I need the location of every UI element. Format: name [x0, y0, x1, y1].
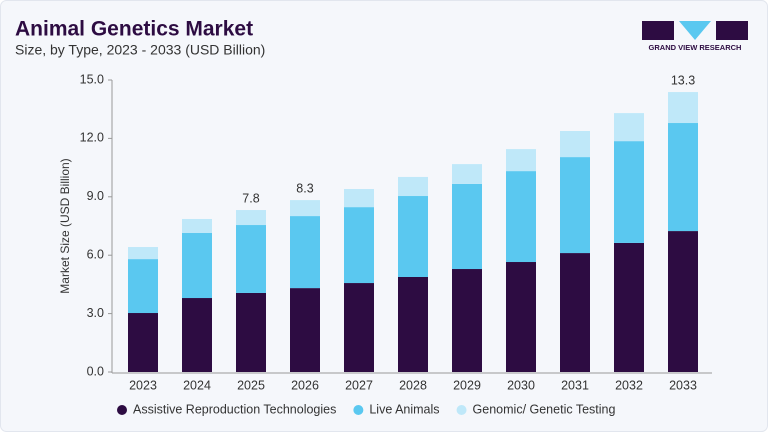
x-tick-label: 2023 — [129, 378, 157, 392]
x-tick-label: 2032 — [615, 378, 643, 392]
bar-segment — [614, 141, 644, 243]
annotation: 13.3 — [671, 73, 695, 87]
bar-segment — [398, 176, 428, 197]
logo: GRAND VIEW RESEARCH — [642, 21, 748, 52]
bar-segment — [344, 189, 374, 208]
bar-segment — [128, 247, 158, 260]
bar-segment — [182, 218, 212, 234]
bar-segment — [398, 196, 428, 278]
legend-label: Genomic/ Genetic Testing — [473, 402, 616, 416]
bar-segment — [182, 233, 212, 299]
annotation: 8.3 — [296, 181, 313, 195]
bar-segment — [236, 210, 266, 226]
legend-label: Assistive Reproduction Technologies — [133, 402, 336, 416]
x-tick-label: 2029 — [453, 378, 481, 392]
bar-segment — [668, 92, 698, 124]
bar-segment — [128, 313, 158, 372]
y-tick-label: 3.0 — [87, 306, 104, 320]
y-tick-label: 6.0 — [87, 247, 104, 261]
annotation: 7.8 — [242, 191, 259, 205]
bar-segment — [182, 298, 212, 372]
x-tick-label: 2027 — [345, 378, 373, 392]
chart-title: Animal Genetics Market — [15, 18, 253, 41]
bar-segment — [290, 200, 320, 217]
x-tick-label: 2026 — [291, 378, 319, 392]
brand: GRAND VIEW RESEARCH — [649, 43, 742, 52]
bar-segment — [452, 269, 482, 372]
bar-segment — [560, 131, 590, 158]
bar-segment — [560, 253, 590, 372]
bar-segment — [344, 283, 374, 372]
bar-segment — [236, 225, 266, 293]
chart-subtitle: Size, by Type, 2023 - 2033 (USD Billion) — [15, 42, 265, 58]
bar-segment — [290, 288, 320, 372]
bar-segment — [614, 242, 644, 372]
bar-segment — [452, 183, 482, 270]
bar-segment — [452, 164, 482, 184]
x-tick-label: 2028 — [399, 378, 427, 392]
bar-segment — [560, 157, 590, 254]
bar-segment — [506, 149, 536, 172]
y-axis-label: Market Size (USD Billion) — [58, 158, 72, 293]
bar-segment — [506, 262, 536, 372]
bar-segment — [236, 292, 266, 372]
y-tick-label: 9.0 — [87, 189, 104, 203]
x-tick-label: 2024 — [183, 378, 211, 392]
bar-segment — [668, 123, 698, 232]
x-tick-label: 2031 — [561, 378, 589, 392]
logo-block — [642, 21, 674, 40]
y-tick-label: 12.0 — [80, 131, 104, 145]
y-tick-label: 0.0 — [87, 364, 104, 378]
legend-marker — [117, 405, 127, 415]
y-tick-label: 15.0 — [80, 72, 104, 86]
bar-segment — [290, 216, 320, 289]
bar-segment — [668, 231, 698, 372]
bar-segment — [398, 277, 428, 372]
logo-block — [716, 21, 748, 40]
legend-label: Live Animals — [369, 402, 439, 416]
bar-segment — [614, 113, 644, 142]
x-tick-label: 2033 — [669, 378, 697, 392]
bar-segment — [506, 171, 536, 263]
legend-marker — [353, 405, 364, 415]
x-tick-label: 2030 — [507, 378, 535, 392]
legend-marker — [456, 405, 467, 415]
x-tick-label: 2025 — [237, 378, 265, 392]
bar-segment — [128, 259, 158, 314]
bar-segment — [344, 207, 374, 284]
logo-block — [679, 21, 711, 40]
